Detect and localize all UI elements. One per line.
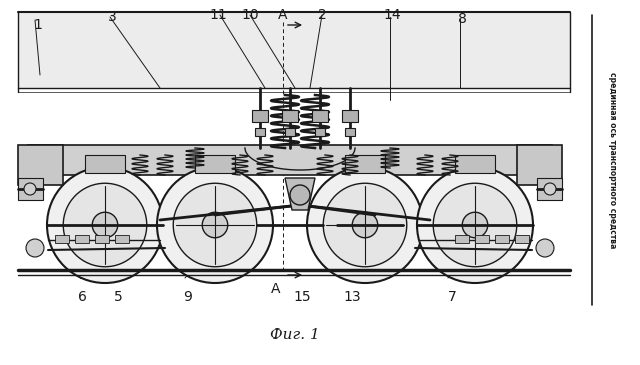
Polygon shape [285,178,315,210]
Text: 2: 2 [317,8,326,22]
Circle shape [544,183,556,195]
Bar [28,145,552,175]
Circle shape [26,239,44,257]
Bar [55,235,69,243]
Polygon shape [18,12,570,88]
Bar [95,235,109,243]
Bar [85,155,125,173]
Text: срединная ось транспортного средства: срединная ось транспортного средства [607,72,616,248]
Text: А: А [278,8,288,22]
Circle shape [47,167,163,283]
Bar [345,155,385,173]
Bar [315,128,325,136]
Text: Фиг. 1: Фиг. 1 [270,328,320,342]
Circle shape [92,212,118,238]
Text: 1: 1 [33,18,42,32]
Text: 5: 5 [114,290,122,304]
Bar [282,110,298,122]
Circle shape [202,212,228,238]
Circle shape [24,183,36,195]
Circle shape [462,212,488,238]
Circle shape [173,183,257,267]
Bar [195,155,235,173]
Bar [285,128,295,136]
Bar [517,145,562,185]
Bar [455,235,469,243]
Circle shape [417,167,533,283]
Bar [115,235,129,243]
Text: 15: 15 [293,290,311,304]
Text: 11: 11 [209,8,227,22]
Bar [18,145,63,185]
Bar [75,235,89,243]
Bar [18,178,43,200]
Circle shape [63,183,147,267]
Bar [495,235,509,243]
Bar [345,128,355,136]
Circle shape [352,212,378,238]
Bar [342,110,358,122]
Bar [475,235,489,243]
Circle shape [157,167,273,283]
Text: 7: 7 [447,290,456,304]
Bar [312,110,328,122]
Circle shape [323,183,407,267]
Text: 14: 14 [383,8,401,22]
Text: 3: 3 [108,10,116,24]
Text: 13: 13 [343,290,361,304]
Circle shape [307,167,423,283]
Text: А: А [271,282,281,296]
Bar [515,235,529,243]
Text: 6: 6 [77,290,86,304]
Bar [455,155,495,173]
Bar [537,178,562,200]
Circle shape [536,239,554,257]
Circle shape [433,183,516,267]
Text: 9: 9 [184,290,193,304]
Bar [252,110,268,122]
Circle shape [290,185,310,205]
Text: 10: 10 [241,8,259,22]
Text: 8: 8 [458,12,467,26]
Bar [255,128,265,136]
